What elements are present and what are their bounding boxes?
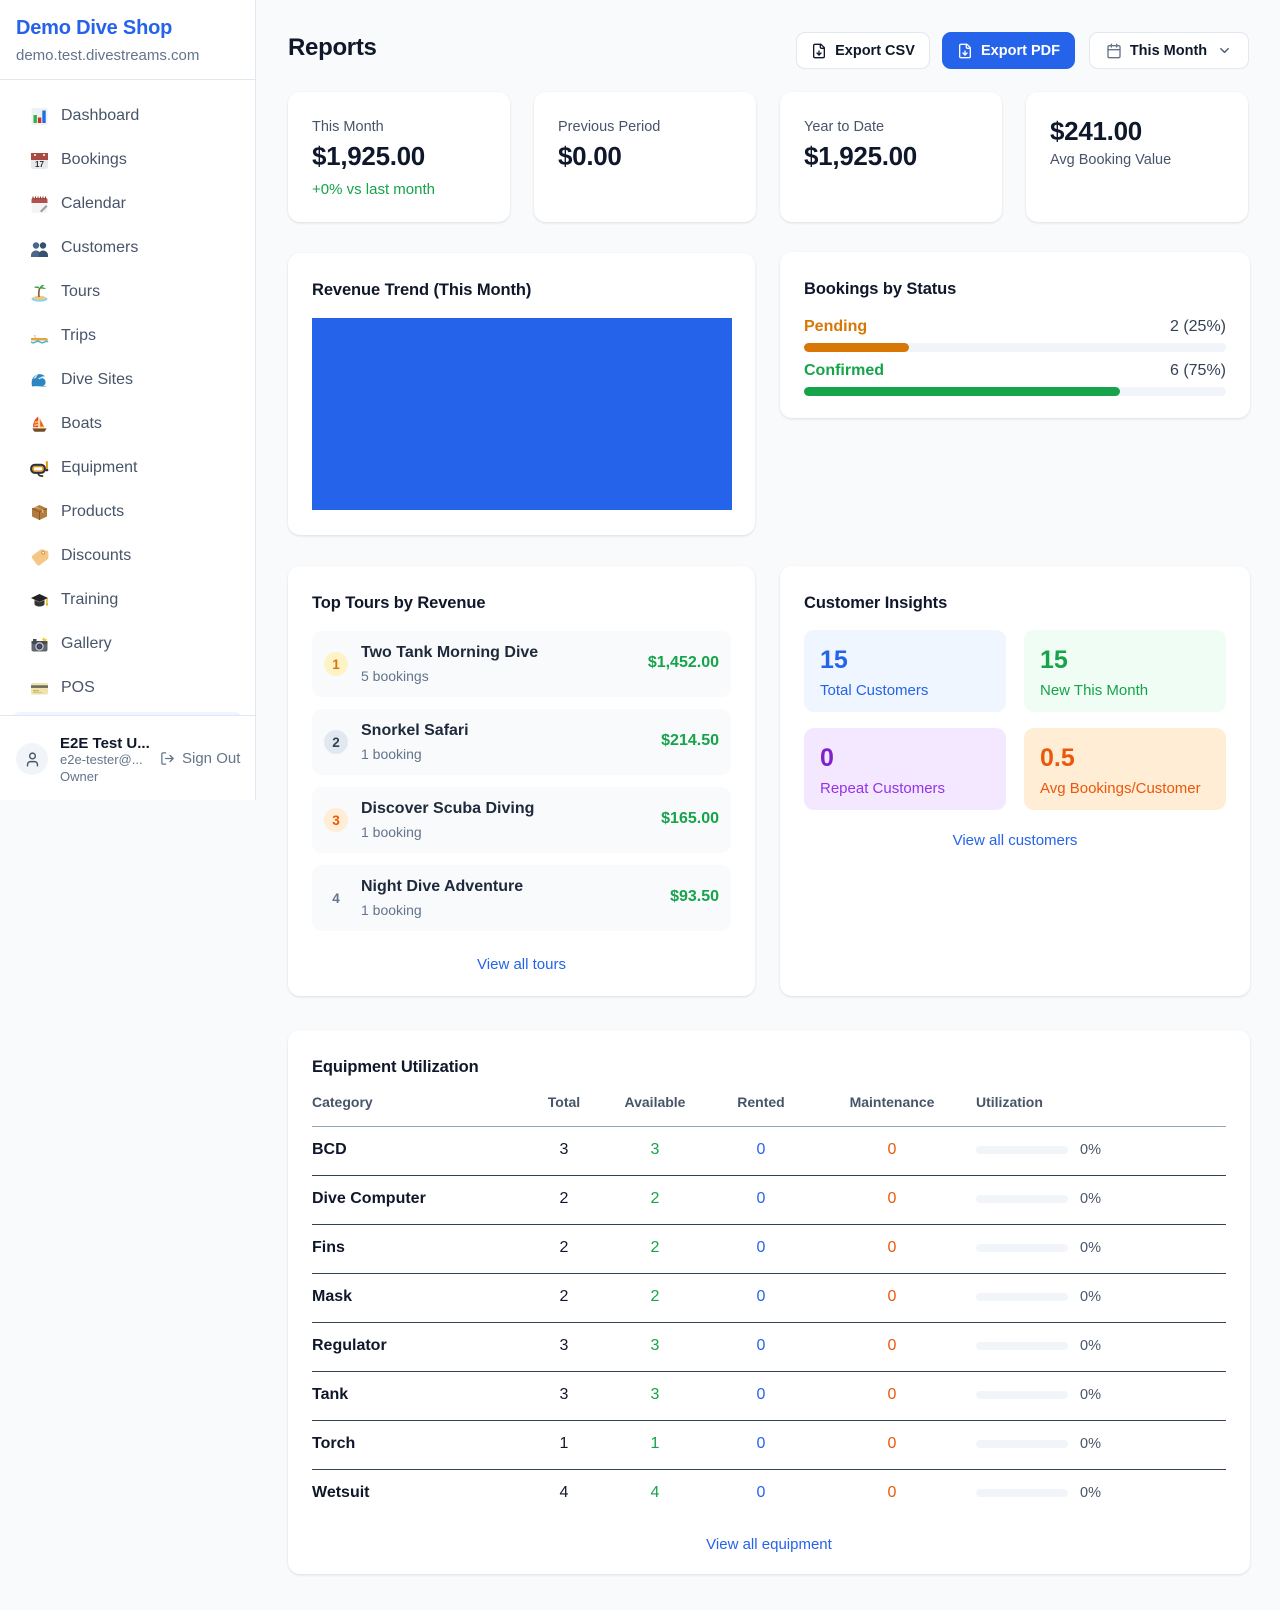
- svg-text:17: 17: [35, 160, 44, 169]
